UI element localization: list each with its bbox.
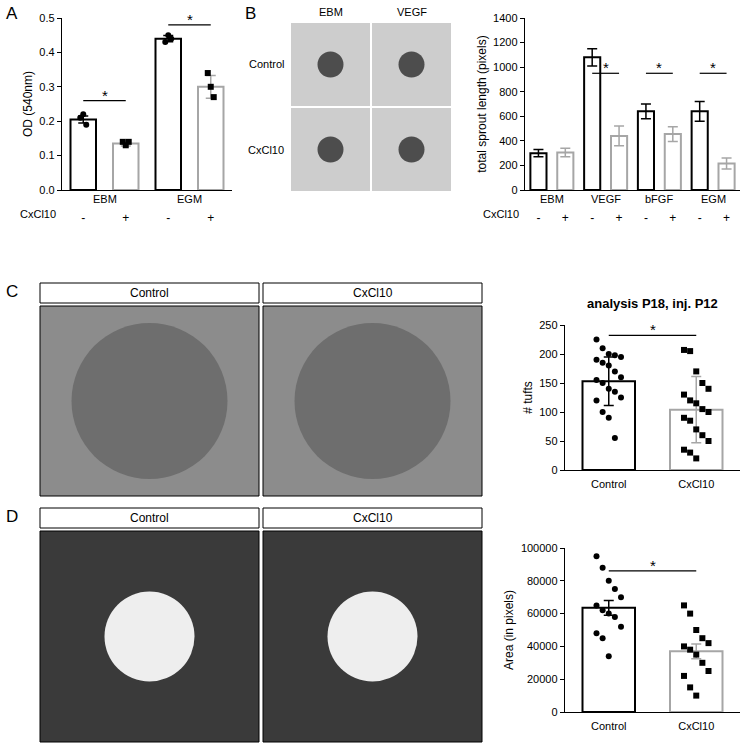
svg-text:*: *: [102, 87, 108, 104]
svg-text:250: 250: [539, 319, 557, 331]
svg-text:*: *: [650, 557, 656, 574]
svg-text:0: 0: [551, 464, 557, 476]
svg-text:Control: Control: [130, 511, 169, 525]
svg-text:*: *: [187, 11, 193, 28]
svg-text:0.3: 0.3: [39, 81, 54, 93]
svg-text:A: A: [6, 4, 18, 23]
svg-text:D: D: [6, 507, 18, 526]
svg-text:0: 0: [511, 184, 517, 196]
svg-text:0.0: 0.0: [39, 184, 54, 196]
svg-text:400: 400: [499, 135, 517, 147]
svg-text:0.2: 0.2: [39, 115, 54, 127]
svg-text:200: 200: [539, 348, 557, 360]
svg-text:-: -: [644, 211, 648, 225]
svg-text:CxCl10: CxCl10: [353, 511, 393, 525]
svg-text:Control: Control: [591, 478, 626, 490]
svg-text:80000: 80000: [527, 575, 558, 587]
svg-text:EGM: EGM: [701, 193, 726, 205]
svg-text:600: 600: [499, 110, 517, 122]
svg-text:Control: Control: [130, 286, 169, 300]
svg-text:EBM: EBM: [540, 193, 564, 205]
svg-text:0.5: 0.5: [39, 12, 54, 24]
svg-text:+: +: [562, 211, 569, 225]
svg-text:EBM: EBM: [93, 193, 117, 205]
svg-text:-: -: [166, 211, 170, 225]
svg-text:-: -: [698, 211, 702, 225]
svg-text:bFGF: bFGF: [645, 193, 673, 205]
svg-text:+: +: [616, 211, 623, 225]
svg-text:CxCl10: CxCl10: [678, 478, 714, 490]
svg-text:CxCl10: CxCl10: [483, 208, 519, 220]
svg-text:20000: 20000: [527, 673, 558, 685]
svg-text:CxCl10: CxCl10: [20, 208, 56, 220]
svg-text:CxCl10: CxCl10: [678, 720, 714, 732]
svg-text:200: 200: [499, 159, 517, 171]
svg-text:1000: 1000: [493, 61, 517, 73]
svg-text:60000: 60000: [527, 607, 558, 619]
svg-text:OD (540nm): OD (540nm): [21, 71, 35, 137]
svg-text:0: 0: [551, 706, 557, 718]
svg-text:B: B: [245, 4, 256, 23]
svg-text:100000: 100000: [521, 542, 558, 554]
svg-text:40000: 40000: [527, 640, 558, 652]
svg-text:C: C: [6, 282, 18, 301]
svg-text:total sprout length (pixels): total sprout length (pixels): [475, 35, 489, 172]
svg-text:Control: Control: [591, 720, 626, 732]
svg-text:1200: 1200: [493, 36, 517, 48]
svg-text:Area (in pixels): Area (in pixels): [502, 590, 516, 670]
svg-text:800: 800: [499, 86, 517, 98]
svg-text:1400: 1400: [493, 12, 517, 24]
svg-text:+: +: [723, 211, 730, 225]
svg-text:CxCl10: CxCl10: [248, 144, 284, 156]
svg-text:EGM: EGM: [177, 193, 202, 205]
svg-text:0.4: 0.4: [39, 46, 54, 58]
svg-text:VEGF: VEGF: [591, 193, 621, 205]
svg-text:-: -: [536, 211, 540, 225]
svg-text:150: 150: [539, 377, 557, 389]
svg-text:EBM: EBM: [319, 6, 343, 18]
svg-text:50: 50: [545, 435, 557, 447]
svg-text:*: *: [710, 59, 716, 76]
svg-text:0.1: 0.1: [39, 149, 54, 161]
svg-text:VEGF: VEGF: [397, 6, 427, 18]
svg-text:*: *: [650, 321, 656, 338]
svg-text:-: -: [590, 211, 594, 225]
svg-text:analysis P18, inj. P12: analysis P18, inj. P12: [587, 296, 718, 311]
svg-text:+: +: [207, 211, 214, 225]
svg-text:CxCl10: CxCl10: [353, 286, 393, 300]
svg-text:-: -: [81, 211, 85, 225]
svg-text:Control: Control: [249, 58, 284, 70]
svg-text:*: *: [603, 59, 609, 76]
svg-text:# tufts: # tufts: [521, 381, 535, 414]
svg-text:+: +: [122, 211, 129, 225]
svg-text:100: 100: [539, 406, 557, 418]
svg-text:*: *: [656, 59, 662, 76]
svg-text:+: +: [669, 211, 676, 225]
